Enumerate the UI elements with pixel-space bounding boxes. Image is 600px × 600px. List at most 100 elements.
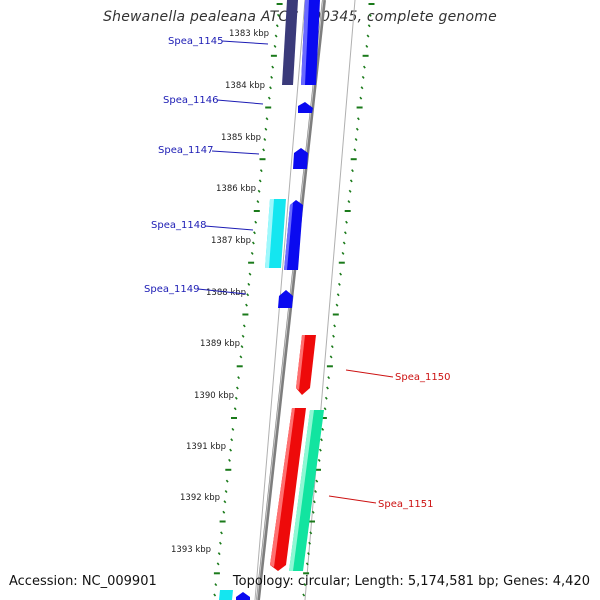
minor-tick bbox=[365, 44, 369, 48]
kbp-label: 1384 kbp bbox=[225, 81, 265, 91]
minor-tick bbox=[347, 200, 351, 204]
minor-tick bbox=[314, 490, 318, 493]
minor-tick bbox=[214, 583, 218, 587]
kbp-label: 1386 kbp bbox=[216, 184, 256, 194]
gene-label-spea-1146[interactable]: Spea_1146 bbox=[163, 95, 218, 106]
minor-tick bbox=[327, 376, 331, 380]
minor-tick bbox=[245, 303, 248, 307]
minor-tick bbox=[225, 479, 229, 483]
minor-tick bbox=[368, 13, 372, 17]
minor-tick bbox=[312, 500, 316, 504]
minor-tick bbox=[336, 293, 340, 297]
minor-tick bbox=[274, 34, 278, 38]
minor-tick bbox=[242, 324, 246, 328]
minor-tick bbox=[257, 189, 261, 193]
minor-tick bbox=[262, 148, 266, 152]
minor-tick bbox=[250, 251, 254, 255]
gene-spea-1145[interactable] bbox=[282, 0, 320, 85]
minor-tick bbox=[361, 75, 365, 79]
minor-tick bbox=[231, 427, 235, 431]
minor-tick bbox=[222, 510, 226, 514]
minor-tick bbox=[251, 241, 255, 245]
minor-tick bbox=[337, 282, 341, 286]
kbp-label: 1389 kbp bbox=[200, 339, 240, 349]
genome-title: Shewanella pealeana ATCC 700345, complet… bbox=[103, 9, 497, 25]
minor-tick bbox=[254, 220, 258, 224]
minor-tick bbox=[275, 24, 279, 28]
gene-label-spea-1148[interactable]: Spea_1148 bbox=[151, 220, 206, 231]
minor-tick bbox=[302, 593, 306, 597]
minor-tick bbox=[223, 500, 227, 504]
minor-tick bbox=[267, 96, 271, 100]
minor-tick bbox=[241, 334, 245, 338]
minor-tick bbox=[362, 65, 366, 69]
minor-tick bbox=[271, 65, 275, 69]
minor-tick bbox=[305, 562, 309, 566]
gene-spea-1151-red[interactable] bbox=[270, 408, 306, 571]
minor-tick bbox=[270, 75, 274, 79]
minor-tick bbox=[351, 169, 354, 173]
minor-tick bbox=[342, 241, 346, 245]
gene-label-spea-1145[interactable]: Spea_1145 bbox=[168, 36, 223, 47]
minor-tick bbox=[218, 541, 222, 545]
minor-tick bbox=[228, 458, 231, 462]
kbp-label: 1388 kbp bbox=[206, 288, 246, 298]
minor-tick bbox=[311, 510, 315, 514]
minor-tick bbox=[258, 179, 262, 183]
minor-tick bbox=[239, 355, 243, 359]
minor-tick bbox=[309, 531, 313, 535]
minor-tick bbox=[315, 479, 319, 483]
minor-tick bbox=[326, 386, 329, 390]
minor-tick bbox=[345, 220, 348, 224]
gene-label-spea-1149[interactable]: Spea_1149 bbox=[144, 284, 199, 295]
minor-tick bbox=[317, 458, 321, 462]
minor-tick bbox=[263, 138, 267, 141]
tick-marks-right bbox=[302, 3, 375, 597]
kbp-label: 1387 kbp bbox=[211, 236, 251, 246]
minor-tick bbox=[248, 272, 252, 276]
minor-tick bbox=[329, 355, 333, 359]
gene-spea-1146[interactable] bbox=[298, 102, 313, 113]
kbp-labels: 1383 kbp 1384 kbp 1385 kbp 1386 kbp 1387… bbox=[171, 29, 269, 555]
gene-leader-lines bbox=[197, 40, 394, 504]
minor-tick bbox=[330, 345, 334, 349]
minor-tick bbox=[240, 345, 244, 349]
minor-tick bbox=[348, 189, 352, 193]
gene-spea-1148[interactable] bbox=[265, 199, 303, 270]
minor-tick bbox=[259, 169, 263, 173]
minor-tick bbox=[253, 231, 256, 235]
gene-spea-1150[interactable] bbox=[296, 335, 316, 395]
minor-tick bbox=[339, 272, 343, 276]
minor-tick bbox=[318, 448, 322, 452]
lane-boundary-right bbox=[304, 0, 356, 600]
minor-tick bbox=[356, 117, 360, 121]
gene-label-spea-1147[interactable]: Spea_1147 bbox=[158, 145, 213, 156]
kbp-label: 1383 kbp bbox=[229, 29, 269, 39]
minor-tick bbox=[269, 86, 272, 90]
accession-text: Accession: NC_009901 bbox=[9, 574, 157, 589]
minor-tick bbox=[276, 13, 280, 17]
minor-tick bbox=[247, 282, 251, 286]
minor-tick bbox=[220, 531, 223, 535]
minor-tick bbox=[213, 593, 217, 597]
minor-tick bbox=[217, 552, 221, 556]
gene-spea-1147[interactable] bbox=[293, 148, 308, 169]
minor-tick bbox=[265, 117, 269, 121]
minor-tick bbox=[335, 303, 339, 307]
minor-tick bbox=[237, 376, 241, 380]
minor-tick bbox=[355, 127, 359, 131]
minor-tick bbox=[354, 138, 358, 141]
minor-tick bbox=[256, 200, 260, 204]
minor-tick bbox=[321, 427, 325, 431]
minor-tick bbox=[353, 148, 357, 152]
gene-label-spea-1151[interactable]: Spea_1151 bbox=[378, 499, 433, 510]
kbp-label: 1393 kbp bbox=[171, 545, 211, 555]
minor-tick bbox=[349, 179, 353, 183]
gene-spea-1149[interactable] bbox=[278, 290, 293, 308]
minor-tick bbox=[332, 334, 335, 338]
kbp-label: 1391 kbp bbox=[186, 442, 226, 452]
minor-tick bbox=[229, 448, 233, 452]
minor-tick bbox=[366, 34, 370, 38]
gene-spea-1151[interactable] bbox=[289, 410, 324, 571]
gene-label-spea-1150[interactable]: Spea_1150 bbox=[395, 372, 450, 383]
